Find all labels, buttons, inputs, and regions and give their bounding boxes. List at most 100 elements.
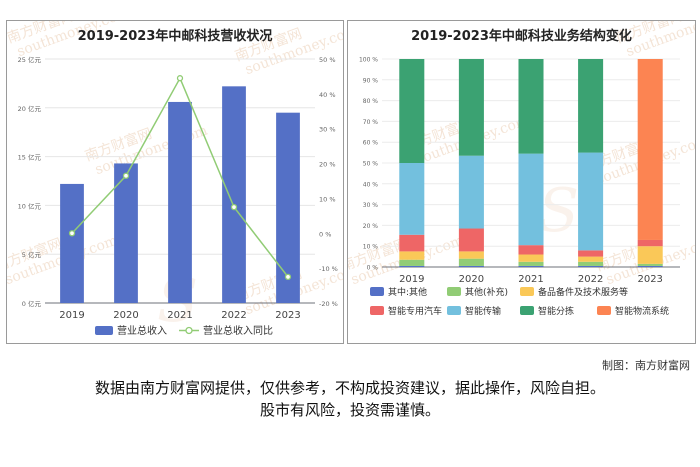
yoy-point	[122, 172, 130, 179]
stack-segment	[518, 153, 544, 246]
legend-label: 智能分拣	[538, 305, 574, 317]
legend-swatch	[447, 306, 461, 315]
disclaimer-line-2: 股市有风险，投资需谨慎。	[259, 401, 440, 419]
x-tick-label: 2019	[59, 310, 84, 321]
y-tick-label: 15 亿元	[18, 153, 42, 162]
x-tick-label: 2020	[113, 310, 138, 321]
stack-segment	[578, 256, 604, 262]
structure-chart-panel: S 南方财富网southmoney.com南方财富网southmoney.com…	[347, 20, 696, 344]
stack-segment	[458, 59, 484, 156]
stack-segment	[578, 265, 604, 267]
legend-swatch-revenue	[95, 326, 113, 335]
y2-tick-label: 10 %	[319, 195, 336, 203]
y2-tick-label: 0 %	[319, 230, 331, 238]
x-tick-label: 2020	[459, 274, 484, 285]
stack-segment	[399, 259, 425, 266]
legend-label: 备品备件及技术服务等	[538, 286, 628, 298]
y-tick-label: 40 %	[363, 181, 379, 188]
y-tick-label: 60 %	[363, 140, 379, 147]
stack-segment	[637, 246, 663, 264]
stack-segment	[399, 163, 425, 235]
revenue-chart-panel: S 南方财富网southmoney.com南方财富网southmoney.com…	[6, 20, 344, 344]
stack-segment	[637, 239, 663, 247]
yoy-point	[68, 230, 76, 237]
stack-segment	[458, 265, 484, 267]
chart-credit: 制图：南方财富网	[602, 359, 690, 372]
y-tick-label: 5 亿元	[22, 250, 42, 259]
stack-segment	[518, 261, 544, 266]
stack-segment	[458, 251, 484, 259]
legend-label-yoy: 营业总收入同比	[203, 324, 273, 337]
x-tick-label: 2022	[221, 310, 246, 321]
x-tick-label: 2021	[518, 274, 543, 285]
stack-segment	[578, 261, 604, 266]
stack-segment	[399, 59, 425, 163]
y-tick-label: 0 %	[367, 265, 379, 272]
stack-segment	[637, 59, 663, 240]
legend-label-revenue: 营业总收入	[117, 324, 167, 337]
legend-label: 智能专用汽车	[388, 305, 442, 317]
y-tick-label: 90 %	[363, 77, 379, 84]
stack-segment	[578, 152, 604, 251]
y-tick-label: 70 %	[363, 119, 379, 126]
legend-label: 其中:其他	[388, 286, 427, 298]
y-tick-label: 30 %	[363, 202, 379, 209]
legend-swatch	[520, 287, 534, 296]
revenue-bar	[222, 86, 246, 303]
y2-tick-label: 40 %	[319, 91, 336, 99]
stack-segment	[637, 263, 663, 266]
revenue-bar	[114, 163, 138, 303]
y-tick-label: 100 %	[359, 57, 378, 64]
x-tick-label: 2021	[167, 310, 192, 321]
stack-segment	[518, 245, 544, 255]
x-tick-label: 2023	[275, 310, 300, 321]
y-tick-label: 20 %	[363, 223, 379, 230]
y-tick-label: 80 %	[363, 98, 379, 105]
y2-tick-label: 20 %	[319, 161, 336, 169]
disclaimer-line-1: 数据由南方财富网提供，仅供参考，不构成投资建议，据此操作，风险自担。	[94, 379, 605, 397]
yoy-point	[176, 75, 184, 82]
legend-swatch	[370, 306, 384, 315]
stack-segment	[458, 155, 484, 229]
x-tick-label: 2023	[637, 274, 662, 285]
stack-segment	[518, 59, 544, 154]
y2-tick-label: -20 %	[319, 300, 338, 308]
yoy-point	[284, 273, 292, 281]
y2-tick-label: 30 %	[319, 126, 336, 134]
y-tick-label: 10 亿元	[18, 201, 42, 210]
y-tick-label: 50 %	[363, 161, 379, 168]
stack-segment	[518, 254, 544, 262]
y-tick-label: 25 亿元	[18, 55, 42, 64]
legend-label: 智能传输	[465, 305, 501, 317]
legend-label: 智能物流系统	[615, 305, 669, 317]
stack-segment	[458, 228, 484, 252]
stack-segment	[399, 251, 425, 260]
stack-segment	[637, 265, 663, 267]
legend-swatch	[370, 287, 384, 296]
stack-segment	[458, 258, 484, 266]
stack-segment	[399, 234, 425, 252]
legend-label: 其他(补充)	[465, 286, 508, 298]
stack-segment	[518, 265, 544, 267]
watermark-logo: S	[538, 176, 579, 246]
legend-marker-yoy	[185, 326, 193, 335]
y2-tick-label: 50 %	[319, 56, 336, 64]
revenue-bar	[168, 101, 192, 303]
stack-segment	[578, 59, 604, 153]
y2-tick-label: -10 %	[319, 265, 338, 273]
structure-chart: S 南方财富网southmoney.com南方财富网southmoney.com…	[348, 21, 695, 317]
revenue-bar	[60, 183, 84, 303]
revenue-bar	[276, 112, 300, 304]
legend-swatch	[597, 306, 611, 315]
y-tick-label: 20 亿元	[18, 104, 42, 113]
legend-swatch	[447, 287, 461, 296]
x-tick-label: 2022	[578, 274, 603, 285]
legend-swatch	[520, 306, 534, 315]
revenue-chart: S 南方财富网southmoney.com南方财富网southmoney.com…	[7, 21, 343, 337]
revenue-chart-title: 2019-2023年中邮科技营收状况	[77, 29, 273, 44]
yoy-point	[230, 203, 238, 211]
y-tick-label: 0 亿元	[22, 299, 42, 308]
y-tick-label: 10 %	[363, 244, 379, 251]
stack-segment	[399, 265, 425, 267]
structure-chart-title: 2019-2023年中邮科技业务结构变化	[411, 29, 632, 44]
